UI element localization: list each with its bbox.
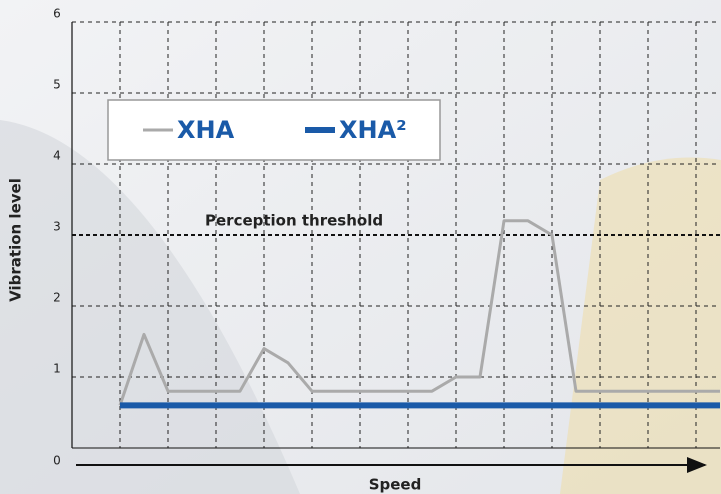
threshold-label: Perception threshold (205, 212, 383, 230)
legend-label: XHA² (339, 116, 407, 144)
y-tick-label: 1 (53, 362, 61, 376)
y-axis-label: Vibration level (7, 178, 25, 302)
legend-label: XHA (177, 116, 235, 144)
chart: 0 1 2 3 4 5 6 Perception threshold Speed Vibrat… (0, 0, 721, 494)
y-tick-label: 6 (53, 7, 61, 21)
y-tick-label: 2 (53, 291, 61, 305)
y-tick-label: 3 (53, 220, 61, 234)
y-tick-label: 5 (53, 78, 61, 92)
x-axis-label: Speed (369, 476, 422, 494)
y-tick-label: 0 (53, 454, 61, 468)
y-tick-label: 4 (53, 149, 61, 163)
